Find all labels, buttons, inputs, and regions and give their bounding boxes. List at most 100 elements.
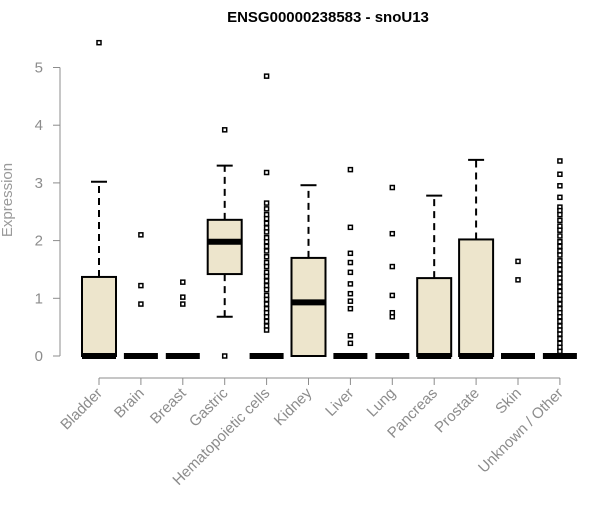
outlier-point bbox=[557, 284, 563, 290]
box-1 bbox=[123, 232, 158, 359]
outlier-point bbox=[557, 279, 563, 285]
outlier-point bbox=[263, 239, 270, 245]
outlier-point bbox=[347, 269, 354, 276]
outlier-point bbox=[557, 233, 563, 239]
outlier-point bbox=[138, 282, 144, 289]
outlier-point bbox=[347, 340, 354, 347]
box-rect bbox=[81, 275, 117, 357]
box-11 bbox=[542, 158, 577, 359]
outlier-point bbox=[263, 220, 270, 227]
y-tick-label: 4 bbox=[35, 117, 43, 134]
box-9 bbox=[458, 158, 495, 359]
outlier-point bbox=[347, 166, 354, 173]
outlier-point bbox=[557, 158, 563, 164]
box-0 bbox=[81, 39, 117, 359]
outlier-point bbox=[389, 314, 396, 320]
y-tick-label: 3 bbox=[35, 175, 43, 192]
outlier-point bbox=[347, 333, 354, 339]
outlier-point bbox=[263, 296, 270, 303]
outlier-point bbox=[515, 277, 521, 283]
outlier-point bbox=[180, 279, 186, 285]
y-tick-label: 5 bbox=[35, 60, 43, 77]
outlier-point bbox=[221, 127, 228, 133]
y-tick-label: 0 bbox=[35, 348, 43, 365]
outlier-point bbox=[263, 278, 270, 284]
outlier-point bbox=[138, 301, 144, 307]
outlier-point bbox=[557, 239, 563, 245]
x-tick-label: Kidney bbox=[271, 384, 316, 429]
outlier-point bbox=[557, 262, 563, 268]
outlier-point bbox=[263, 200, 270, 206]
y-axis-label: Expression bbox=[0, 163, 16, 237]
outlier-point bbox=[263, 263, 270, 270]
outlier-point bbox=[263, 327, 270, 333]
outlier-point bbox=[557, 301, 563, 307]
box-7 bbox=[375, 184, 410, 359]
y-tick-label: 1 bbox=[35, 290, 43, 307]
outlier-point bbox=[263, 314, 270, 320]
boxes-group bbox=[81, 39, 577, 359]
x-tick-label: Prostate bbox=[431, 385, 483, 437]
outlier-point bbox=[557, 171, 563, 177]
box-rect bbox=[416, 277, 453, 358]
outlier-point bbox=[389, 184, 396, 191]
outlier-point bbox=[389, 230, 396, 237]
outlier-point bbox=[557, 296, 563, 303]
box-rect bbox=[290, 256, 327, 357]
outlier-point bbox=[263, 169, 270, 176]
outlier-point bbox=[263, 248, 270, 254]
outlier-point bbox=[347, 290, 354, 297]
x-tick-label: Bladder bbox=[57, 385, 106, 434]
outlier-point bbox=[180, 301, 186, 307]
outlier-point bbox=[221, 353, 228, 359]
outlier-point bbox=[263, 254, 270, 260]
outlier-point bbox=[347, 281, 354, 287]
outlier-point bbox=[263, 318, 270, 325]
outlier-point bbox=[138, 232, 144, 238]
outlier-point bbox=[347, 250, 354, 257]
outlier-point bbox=[557, 252, 563, 258]
outlier-point bbox=[347, 224, 354, 231]
outlier-point bbox=[263, 206, 270, 212]
outlier-point bbox=[263, 229, 270, 235]
outlier-point bbox=[263, 301, 270, 307]
x-tick-label: Skin bbox=[492, 385, 525, 418]
outlier-point bbox=[389, 263, 396, 270]
outlier-point bbox=[347, 298, 354, 304]
outlier-point bbox=[557, 331, 563, 337]
outlier-point bbox=[557, 348, 563, 355]
outlier-point bbox=[180, 294, 186, 300]
outlier-point bbox=[263, 243, 270, 250]
outlier-point bbox=[263, 215, 270, 222]
box-4 bbox=[249, 73, 284, 359]
x-tick-label: Lung bbox=[364, 385, 400, 421]
outlier-point bbox=[389, 292, 396, 299]
outlier-point bbox=[557, 194, 563, 201]
box-3 bbox=[206, 127, 243, 359]
box-10 bbox=[501, 258, 535, 359]
box-2 bbox=[165, 279, 200, 359]
outlier-point bbox=[557, 183, 563, 189]
box-rect bbox=[458, 238, 495, 357]
outlier-point bbox=[557, 335, 563, 342]
outlier-point bbox=[557, 266, 563, 273]
box-8 bbox=[416, 194, 453, 359]
outlier-point bbox=[557, 243, 563, 250]
box-rect bbox=[206, 218, 243, 276]
box-6 bbox=[333, 166, 368, 359]
outlier-point bbox=[347, 259, 354, 266]
x-tick-label: Brain bbox=[111, 385, 148, 422]
outlier-point bbox=[557, 227, 563, 233]
outlier-point bbox=[347, 305, 354, 312]
outlier-point bbox=[557, 217, 563, 224]
y-tick-label: 2 bbox=[35, 233, 43, 250]
outlier-point bbox=[515, 258, 521, 265]
outlier-point bbox=[96, 39, 102, 46]
outlier-point bbox=[263, 73, 270, 79]
outlier-point bbox=[557, 211, 563, 218]
x-tick-label: Liver bbox=[322, 385, 357, 420]
outlier-point bbox=[557, 314, 563, 320]
outlier-point bbox=[263, 286, 270, 293]
